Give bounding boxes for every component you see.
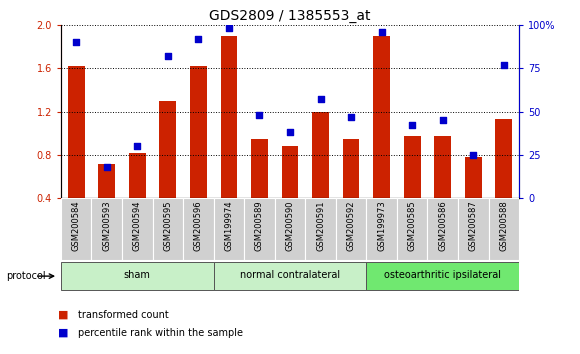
Text: GSM200587: GSM200587 [469, 200, 478, 251]
Bar [427, 198, 458, 260]
Bar [495, 119, 512, 198]
Text: GSM199974: GSM199974 [224, 200, 233, 251]
Bar [367, 198, 397, 260]
Text: GSM200596: GSM200596 [194, 200, 203, 251]
Bar [434, 136, 451, 198]
Point [194, 36, 203, 41]
Bar [282, 146, 298, 198]
Text: GSM200586: GSM200586 [438, 200, 447, 251]
Bar [374, 36, 390, 198]
Bar [343, 139, 360, 198]
Point [255, 112, 264, 118]
Bar [367, 262, 519, 290]
Text: GSM200588: GSM200588 [499, 200, 508, 251]
Bar [397, 198, 427, 260]
Bar [251, 139, 268, 198]
Bar [190, 66, 206, 198]
Bar [213, 262, 367, 290]
Point [133, 143, 142, 149]
Text: protocol: protocol [6, 271, 45, 281]
Point [377, 29, 386, 35]
Text: GSM200584: GSM200584 [72, 200, 81, 251]
Point [438, 118, 447, 123]
Bar [153, 198, 183, 260]
Bar [458, 198, 488, 260]
Bar [305, 198, 336, 260]
Bar [220, 36, 237, 198]
Text: GSM200593: GSM200593 [102, 200, 111, 251]
Bar [99, 164, 115, 198]
Point [224, 25, 234, 31]
Point [71, 39, 81, 45]
Text: ■: ■ [58, 328, 68, 338]
Bar [404, 136, 420, 198]
Point [316, 97, 325, 102]
Point [469, 152, 478, 158]
Bar [312, 112, 329, 198]
Bar [465, 157, 481, 198]
Bar [61, 262, 213, 290]
Bar [160, 101, 176, 198]
Text: GSM200585: GSM200585 [408, 200, 416, 251]
Bar [68, 66, 85, 198]
Text: GSM200591: GSM200591 [316, 200, 325, 251]
Point [346, 114, 356, 120]
Text: percentile rank within the sample: percentile rank within the sample [78, 328, 243, 338]
Bar [92, 198, 122, 260]
Text: normal contralateral: normal contralateral [240, 270, 340, 280]
Text: GSM200592: GSM200592 [347, 200, 356, 251]
Bar [183, 198, 213, 260]
Point [408, 122, 417, 128]
Bar [129, 153, 146, 198]
Text: GDS2809 / 1385553_at: GDS2809 / 1385553_at [209, 9, 371, 23]
Bar [61, 198, 92, 260]
Text: transformed count: transformed count [78, 310, 169, 320]
Bar [213, 198, 244, 260]
Text: GSM200590: GSM200590 [285, 200, 295, 251]
Point [163, 53, 172, 59]
Point [285, 130, 295, 135]
Text: GSM200594: GSM200594 [133, 200, 142, 251]
Point [102, 164, 111, 170]
Text: GSM200595: GSM200595 [164, 200, 172, 251]
Text: sham: sham [124, 270, 151, 280]
Bar [488, 198, 519, 260]
Text: osteoarthritic ipsilateral: osteoarthritic ipsilateral [384, 270, 501, 280]
Bar [336, 198, 367, 260]
Bar [244, 198, 275, 260]
Text: GSM200589: GSM200589 [255, 200, 264, 251]
Bar [275, 198, 305, 260]
Point [499, 62, 509, 68]
Text: GSM199973: GSM199973 [377, 200, 386, 251]
Text: ■: ■ [58, 310, 68, 320]
Bar [122, 198, 153, 260]
